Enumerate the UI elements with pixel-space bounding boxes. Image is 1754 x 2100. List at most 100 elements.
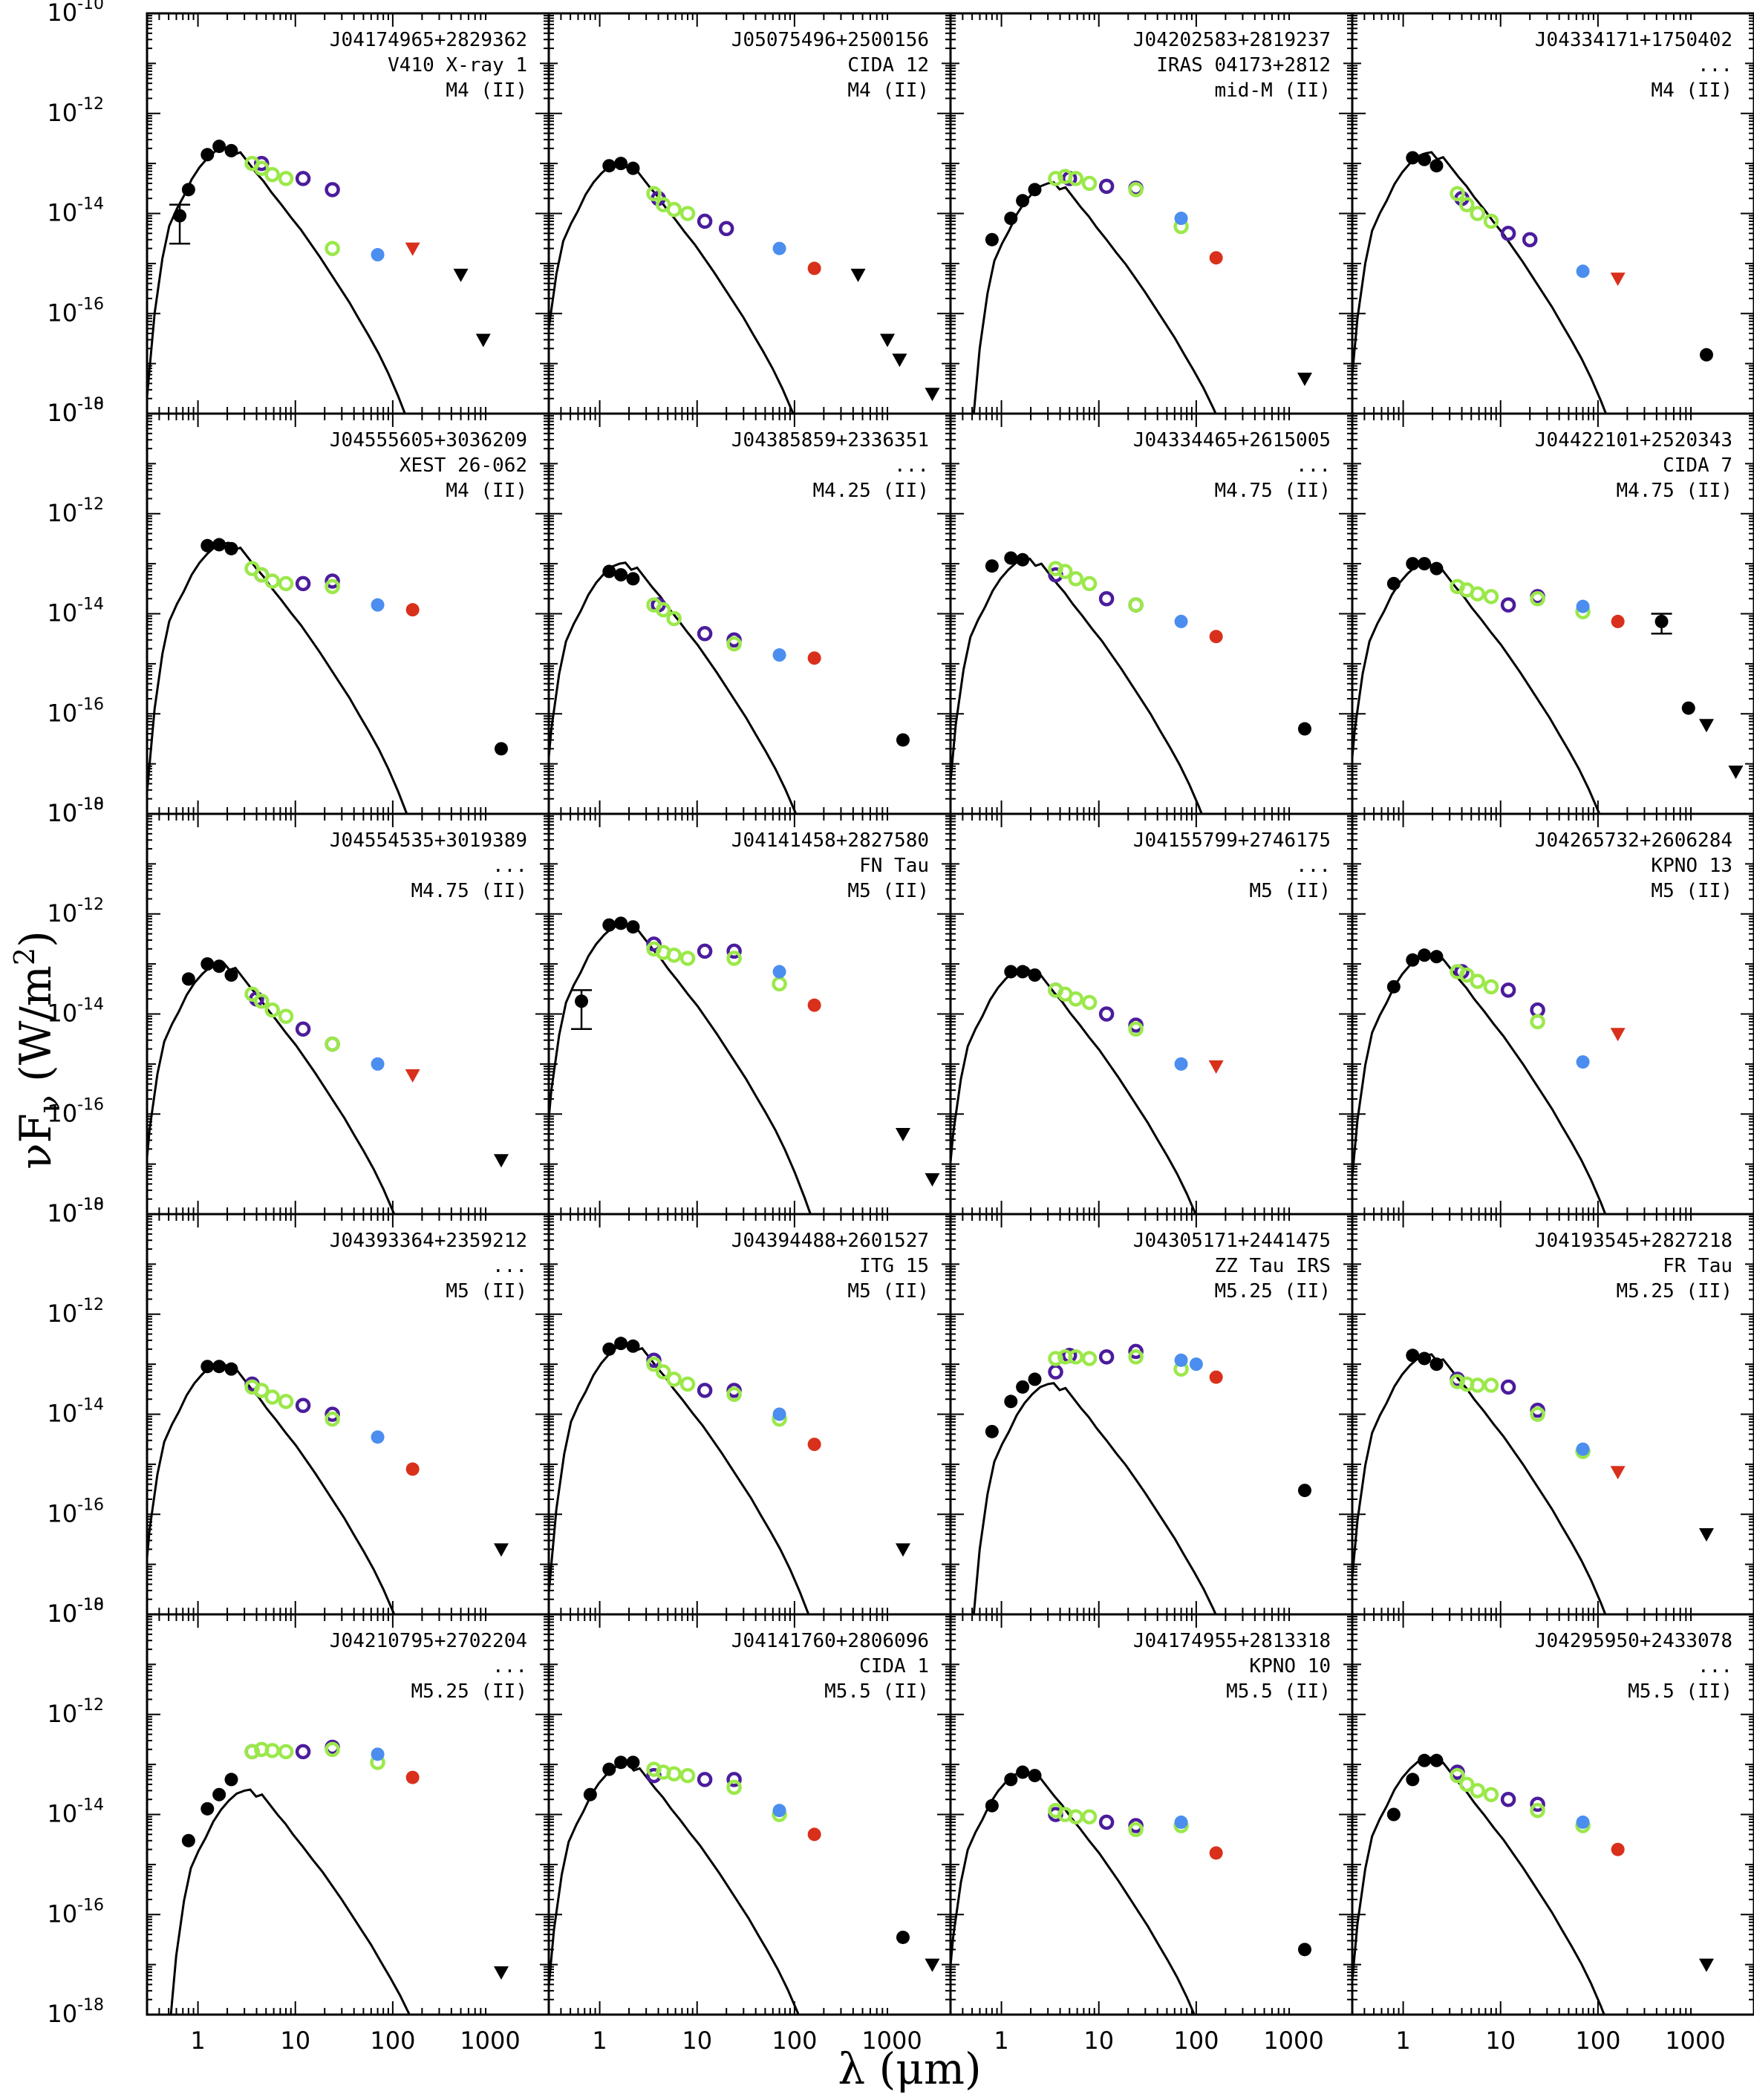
photometry-point: [1297, 1484, 1311, 1498]
y-tick-label-exponent: -16: [77, 1896, 104, 1914]
irac-mips-point: [1081, 1809, 1098, 1825]
photometry-70um-point: [1174, 1815, 1188, 1829]
y-tick-label-exponent: -10: [77, 1196, 104, 1214]
photometry-160um-point: [1611, 1842, 1625, 1856]
panel-source-name: CIDA 12: [847, 54, 929, 76]
panel-source-id: J05075496+2500156: [731, 29, 929, 51]
panel-spectral-type: M5 (II): [1651, 880, 1732, 902]
upper-limit-160um-marker: [1610, 273, 1626, 287]
photometry-point: [1016, 965, 1030, 979]
irac-mips-point: [655, 1364, 671, 1380]
photometry-160um-point: [1209, 251, 1223, 265]
irac-mips-point: [1458, 1776, 1475, 1793]
irac-mips-point: [278, 171, 294, 186]
y-tick-label: 10-18: [47, 1996, 104, 2028]
sed-panel: J04422101+2520343 CIDA 7 M4.75 (II): [1351, 412, 1754, 815]
irac-mips-point: [253, 994, 270, 1009]
photometry-point: [1406, 151, 1420, 165]
x-tick-label: 100: [772, 2026, 817, 2055]
y-tick-label-base: 10: [47, 499, 77, 527]
irac-mips-point: [1128, 1349, 1144, 1365]
panel-source-name: ...: [1698, 1655, 1732, 1677]
y-tick-label-base: 10: [47, 99, 77, 127]
irac-mips-point: [1530, 1406, 1545, 1422]
upper-limit-marker: [493, 1966, 509, 1980]
irac-mips-point: [1450, 186, 1465, 201]
photometry-point: [1016, 1765, 1030, 1779]
irac-mips-point: [278, 1744, 294, 1760]
y-tick-label-base: 10: [47, 1900, 77, 1928]
panel-plot-area: [951, 551, 1311, 814]
panel-source-name: CIDA 7: [1663, 454, 1732, 477]
photometry-point: [985, 1424, 999, 1438]
panel-plot-area: [972, 1343, 1311, 1614]
panel-source-name: ...: [492, 1655, 527, 1677]
photometry-70um-point: [1174, 1353, 1188, 1367]
irac-mips-point: [1128, 182, 1144, 198]
y-tick-label: 10-12: [47, 495, 104, 527]
y-tick-label-exponent: -14: [77, 1396, 104, 1415]
y-tick-label: 10-18: [47, 395, 104, 427]
panel-source-id: J04174965+2829362: [330, 29, 527, 51]
irac-mips-point: [666, 1766, 682, 1781]
irs-spectrum-point: [1500, 597, 1516, 613]
sed-panel: J04202583+2819237 IRAS 04173+2812 mid-M (I…: [949, 12, 1354, 415]
panel-plot-area: [147, 957, 509, 1214]
irs-spectrum-point: [1500, 226, 1516, 241]
panel-spectral-type: M5 (II): [847, 1280, 929, 1302]
photometry-point: [1386, 576, 1401, 590]
y-tick-label-exponent: -12: [77, 1296, 104, 1314]
irac-mips-point: [325, 1741, 340, 1758]
irac-mips-point: [264, 1743, 280, 1758]
photosphere-model-line: [549, 1762, 800, 2015]
y-tick-label: 10-18: [47, 1596, 104, 1628]
photometry-point: [1386, 1807, 1401, 1822]
y-tick-label-base: 10: [47, 799, 77, 827]
photometry-point: [1016, 552, 1030, 567]
irs-spectrum-point: [697, 213, 713, 229]
irs-spectrum-point: [1522, 232, 1538, 247]
irac-mips-point: [646, 1356, 662, 1372]
panel-source-id: J04393364+2359212: [330, 1230, 527, 1252]
photometry-point: [1028, 1372, 1042, 1386]
photometry-point: [602, 918, 616, 932]
x-tick-label: 10: [682, 2026, 712, 2055]
photometry-160um-point: [807, 651, 821, 665]
irac-mips-point: [278, 575, 294, 592]
y-tick-label-exponent: -18: [77, 1596, 104, 1614]
y-tick-label-exponent: -10: [77, 395, 104, 414]
photosphere-model-line: [951, 1770, 1196, 2015]
panel-source-id: J04210795+2702204: [330, 1630, 527, 1652]
y-tick-label: 10-18: [47, 795, 104, 827]
panel-source-name: FR Tau: [1663, 1255, 1732, 1277]
panel-plot-area: [549, 1755, 940, 2015]
irac-mips-point: [1483, 1377, 1499, 1393]
photometry-point: [602, 1342, 616, 1356]
panel-source-id: J04174955+2813318: [1133, 1630, 1331, 1652]
irac-mips-point: [726, 1779, 742, 1796]
irac-mips-point: [325, 241, 340, 256]
photometry-point: [575, 994, 589, 1008]
irac-mips-point: [264, 1389, 280, 1405]
irs-spectrum-point: [726, 1772, 742, 1787]
panel-source-name: ...: [894, 454, 929, 477]
y-tick-label: 10-14: [47, 1796, 104, 1828]
photometry-point: [1418, 948, 1432, 962]
panel-plot-area: [549, 561, 910, 814]
irac-mips-point: [1483, 979, 1499, 995]
y-tick-label-base: 10: [47, 1199, 77, 1227]
photometry-70um-point: [1576, 1815, 1590, 1829]
photometry-point: [200, 1801, 215, 1816]
panel-source-id: J04422101+2520343: [1535, 429, 1732, 451]
photometry-point: [614, 916, 628, 930]
irac-mips-point: [666, 1372, 682, 1387]
photometry-160um-point: [1209, 630, 1223, 644]
panel-spectral-type: M5 (II): [847, 880, 929, 902]
y-tick-label-base: 10: [47, 1300, 77, 1328]
upper-limit-marker: [1698, 1958, 1714, 1972]
photometry-point: [614, 1337, 628, 1351]
photosphere-model-line: [951, 966, 1197, 1214]
y-tick-label: 10-14: [47, 996, 104, 1028]
irac-mips-point: [1068, 1809, 1083, 1825]
